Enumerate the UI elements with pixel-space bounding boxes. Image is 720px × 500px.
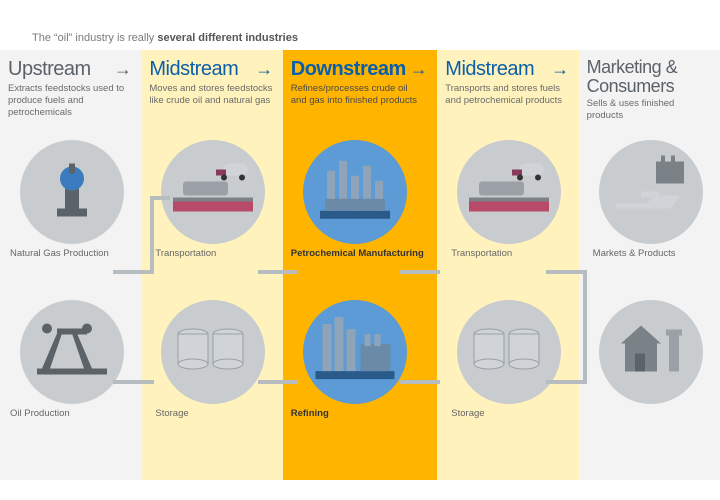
pipe [400,380,440,384]
pipe [258,270,298,274]
icon-label: Transportation [451,248,512,259]
stage-title-text: Upstream [8,58,91,81]
natural-gas-icon [20,140,124,244]
pipe [150,196,170,200]
stage-title-text: Downstream [291,58,406,81]
storage-icon [457,300,561,404]
icon-label: Petrochemical Manufacturing [291,248,424,259]
icon-area: Petrochemical Manufacturing Refining [283,140,438,480]
intro-text: The “oil” industry is really several dif… [32,32,298,44]
pipe [258,380,298,384]
intro-prefix: The “oil” industry is really [32,32,157,44]
icon-area: Natural Gas Production Oil Production [0,140,141,480]
stage-title: Downstream → [291,58,430,81]
storage-icon [161,300,265,404]
stage-title-text: Marketing & Consumers [587,58,712,96]
stage-subtitle: Extracts feedstocks used to produce fuel… [8,83,133,119]
icon-label: Oil Production [10,408,70,419]
stage-subtitle: Refines/processes crude oil and gas into… [291,83,421,107]
pipe [583,270,587,384]
refinery-icon [303,300,407,404]
pipe [546,270,586,274]
stage-title: Midstream → [149,58,274,81]
stage-columns: Upstream → Extracts feedstocks used to p… [0,50,720,480]
icon-label: Natural Gas Production [10,248,109,259]
arrow-icon: → [410,59,428,80]
stage-subtitle: Transports and stores fuels and petroche… [445,83,570,107]
icon-label: Markets & Products [593,248,676,259]
pipe [150,380,154,384]
stage-downstream: Downstream → Refines/processes crude oil… [283,50,438,480]
petrochem-icon [303,140,407,244]
stage-midstream-2: Midstream → Transports and stores fuels … [437,50,578,480]
stage-marketing: Marketing & Consumers Sells & uses finis… [579,50,720,480]
arrow-icon: → [551,59,569,80]
pipe [113,380,153,384]
icon-area: Markets & Products [579,140,720,480]
oil-pump-icon [20,300,124,404]
pipe [150,196,154,274]
icon-area: Transportation Storage [437,140,578,480]
icon-label: Storage [155,408,188,419]
icon-area: Transportation Storage [141,140,282,480]
stage-title: Marketing & Consumers [587,58,712,96]
pipe [113,270,153,274]
pipe [400,270,440,274]
stage-title-text: Midstream [149,58,238,81]
stage-title: Upstream → [8,58,133,81]
transport-icon [457,140,561,244]
transport-icon [161,140,265,244]
stage-title: Midstream → [445,58,570,81]
consumer-icon [599,300,703,404]
arrow-icon: → [255,59,273,80]
intro-bold: several different industries [157,32,298,44]
pipe [546,380,586,384]
stage-title-text: Midstream [445,58,534,81]
stage-subtitle: Moves and stores feedstocks like crude o… [149,83,274,107]
stage-midstream-1: Midstream → Moves and stores feedstocks … [141,50,282,480]
markets-icon [599,140,703,244]
icon-label: Storage [451,408,484,419]
stage-upstream: Upstream → Extracts feedstocks used to p… [0,50,141,480]
icon-label: Refining [291,408,329,419]
arrow-icon: → [114,59,132,80]
icon-label: Transportation [155,248,216,259]
stage-subtitle: Sells & uses finished products [587,98,712,122]
